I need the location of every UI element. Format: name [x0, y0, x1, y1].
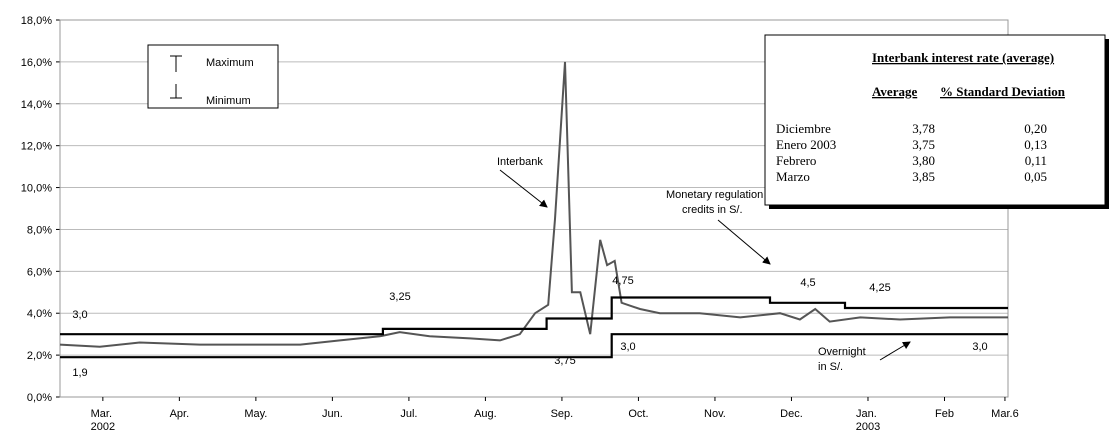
y-tick-label: 6,0%	[27, 266, 52, 278]
x-tick-label: Aug.	[474, 408, 497, 420]
annotation-arrow	[717, 219, 771, 265]
table-box	[764, 34, 1106, 206]
x-tick-label: Mar.6	[991, 408, 1019, 420]
x-tick-label: Jun.	[322, 408, 343, 420]
y-tick-label: 4,0%	[27, 308, 52, 320]
table-cell: Marzo	[776, 169, 810, 184]
table-cell: Febrero	[776, 153, 816, 168]
y-tick-label: 12,0%	[21, 141, 52, 153]
annotation: Overnight	[818, 346, 866, 358]
y-tick-label: 2,0%	[27, 350, 52, 362]
table-header: Average	[872, 84, 917, 99]
step-label: 3,0	[972, 341, 987, 353]
y-tick-label: 10,0%	[21, 183, 52, 195]
step-label: 3,0	[620, 341, 635, 353]
annotation: Interbank	[497, 156, 543, 168]
x-tick-label: Oct.	[628, 408, 648, 420]
y-tick-label: 0,0%	[27, 392, 52, 404]
step-line	[60, 333, 1008, 359]
x-tick-label: Feb	[935, 408, 954, 420]
step-label: 3,25	[389, 291, 410, 303]
legend-label: Maximum	[206, 57, 254, 69]
step-label: 4,25	[869, 282, 890, 294]
y-tick-label: 8,0%	[27, 224, 52, 236]
y-tick-label: 14,0%	[21, 99, 52, 111]
table-cell: 0,05	[1024, 169, 1047, 184]
annotation: Monetary regulation	[666, 189, 763, 201]
x-tick-label: Nov.	[704, 408, 726, 420]
x-tick-label: May.	[244, 408, 267, 420]
x-tick-label: Sep.	[551, 408, 574, 420]
step-label: 4,5	[800, 277, 815, 289]
table-cell: 3,78	[912, 121, 935, 136]
step-line	[60, 296, 1008, 336]
x-tick-label: Jan. 2003	[856, 408, 880, 433]
annotation: credits in S/.	[682, 204, 743, 216]
y-tick-label: 16,0%	[21, 57, 52, 69]
table-cell: 0,20	[1024, 121, 1047, 136]
table-cell: 3,80	[912, 153, 935, 168]
legend-label: Minimum	[206, 95, 251, 107]
interbank-line	[59, 61, 1008, 348]
table-cell: Diciembre	[776, 121, 831, 136]
legend: Maximum Minimum	[147, 44, 279, 109]
x-tick-label: Dec.	[780, 408, 803, 420]
step-label: 3,75	[554, 355, 575, 367]
legend-min-icon	[170, 84, 182, 99]
table-cell: Enero 2003	[776, 137, 836, 152]
x-tick-label: Apr.	[170, 408, 190, 420]
step-label: 4,75	[612, 275, 633, 287]
x-tick-label: Jul.	[400, 408, 417, 420]
step-label: 3,0	[72, 309, 87, 321]
legend-max-icon	[170, 55, 182, 72]
y-tick-label: 18,0%	[21, 15, 52, 27]
legend-box	[147, 44, 279, 109]
table-title: Interbank interest rate (average)	[872, 50, 1054, 65]
table-cell: 3,85	[912, 169, 935, 184]
x-tick-label: Mar. 2002	[91, 408, 115, 433]
table-header: % Standard Deviation	[940, 84, 1066, 99]
table-cell: 0,11	[1025, 153, 1047, 168]
annotation-arrow	[499, 169, 548, 208]
step-label: 1,9	[72, 367, 87, 379]
table-cell: 3,75	[912, 137, 935, 152]
annotation: in S/.	[818, 361, 843, 373]
table-cell: 0,13	[1024, 137, 1047, 152]
stats-table: Interbank interest rate (average) Averag…	[764, 34, 1109, 209]
annotation-arrow	[879, 341, 911, 361]
